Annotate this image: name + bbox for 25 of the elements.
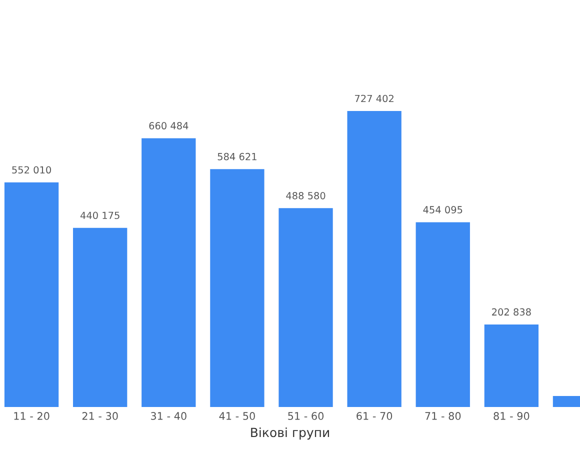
data-label: 552 010 xyxy=(12,166,51,174)
x-tick-label: 71 - 80 xyxy=(425,412,461,420)
data-label: 727 402 xyxy=(355,94,394,102)
bar xyxy=(142,138,196,407)
data-label: 488 580 xyxy=(286,192,326,200)
x-tick-label: 31 - 40 xyxy=(151,412,186,420)
bar xyxy=(278,208,333,407)
x-tick-label: 11 - 20 xyxy=(14,412,50,420)
bar xyxy=(4,182,59,407)
data-label: 440 175 xyxy=(80,212,120,220)
x-tick-label: 81 - 90 xyxy=(494,412,530,420)
data-label: 584 621 xyxy=(218,152,256,160)
x-tick-label: 61 - 70 xyxy=(356,412,392,420)
bar xyxy=(210,169,264,407)
data-label: 202 838 xyxy=(492,308,531,316)
bar xyxy=(73,228,128,407)
x-tick-label: 51 - 60 xyxy=(288,412,324,420)
bar xyxy=(347,111,402,407)
bar xyxy=(484,324,539,407)
data-label: 660 484 xyxy=(149,122,188,130)
x-tick-label: 21 - 30 xyxy=(82,412,118,420)
x-axis-title: Вікові групи xyxy=(251,428,329,440)
data-label: 454 095 xyxy=(423,206,462,214)
bar xyxy=(416,222,470,407)
x-tick-label: 41 - 50 xyxy=(219,412,255,420)
